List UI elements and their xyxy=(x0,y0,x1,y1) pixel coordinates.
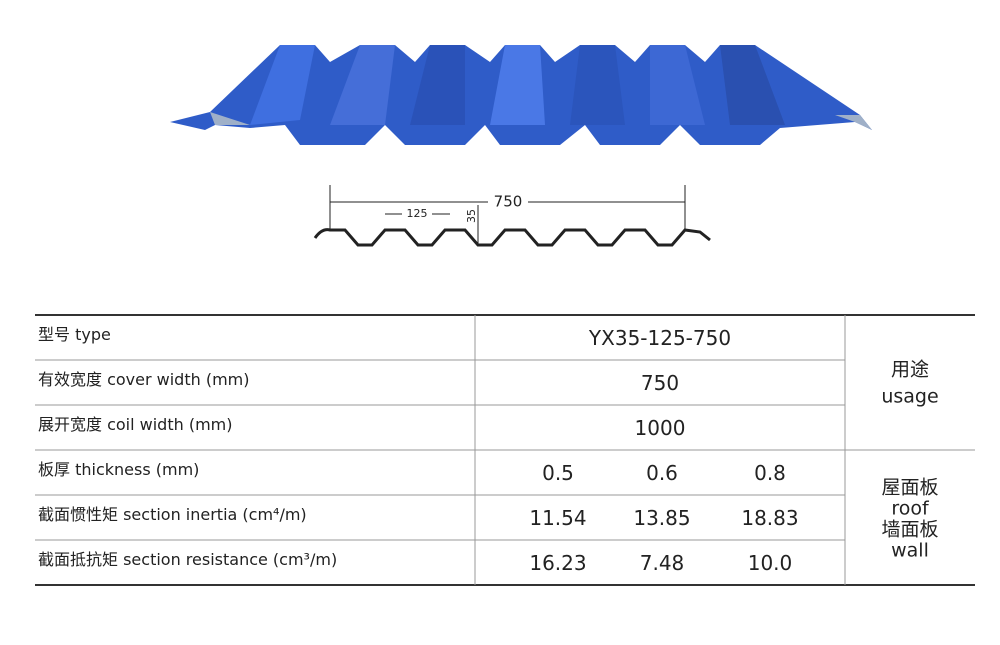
row-label: 展开宽度 coil width (mm) xyxy=(38,415,233,434)
usage-value: wall xyxy=(891,540,929,562)
cell-value: 1000 xyxy=(635,416,686,440)
spec-table: 型号 type YX35-125-750 有效宽度 cover width (mm)… xyxy=(35,314,975,586)
profile-diagram xyxy=(313,185,711,247)
dimension-pitch: 125 xyxy=(407,207,428,220)
dimension-height: 35 xyxy=(465,209,478,223)
sheet-illustration xyxy=(170,45,872,145)
cell-value: 13.85 xyxy=(633,506,690,530)
row-label: 板厚 thickness (mm) xyxy=(38,460,199,479)
cell-value: 10.0 xyxy=(748,551,793,575)
usage-value: roof xyxy=(891,498,930,520)
usage-value: 墙面板 xyxy=(881,519,938,541)
cell-value: 18.83 xyxy=(741,506,798,530)
cell-value: 0.8 xyxy=(754,461,786,485)
cell-value: YX35-125-750 xyxy=(588,326,731,350)
usage-value: 屋面板 xyxy=(881,477,938,499)
row-label: 有效宽度 cover width (mm) xyxy=(38,370,250,389)
cell-value: 11.54 xyxy=(529,506,586,530)
cell-value: 16.23 xyxy=(529,551,586,575)
usage-header: usage xyxy=(881,386,938,408)
cell-value: 0.5 xyxy=(542,461,574,485)
row-label: 型号 type xyxy=(38,325,111,344)
cell-value: 750 xyxy=(641,371,679,395)
cell-value: 0.6 xyxy=(646,461,678,485)
dimension-total: 750 xyxy=(494,193,523,211)
row-label: 截面惯性矩 section inertia (cm⁴/m) xyxy=(38,505,307,524)
row-label: 截面抵抗矩 section resistance (cm³/m) xyxy=(38,550,337,569)
usage-header: 用途 xyxy=(891,359,929,381)
cell-value: 7.48 xyxy=(640,551,685,575)
